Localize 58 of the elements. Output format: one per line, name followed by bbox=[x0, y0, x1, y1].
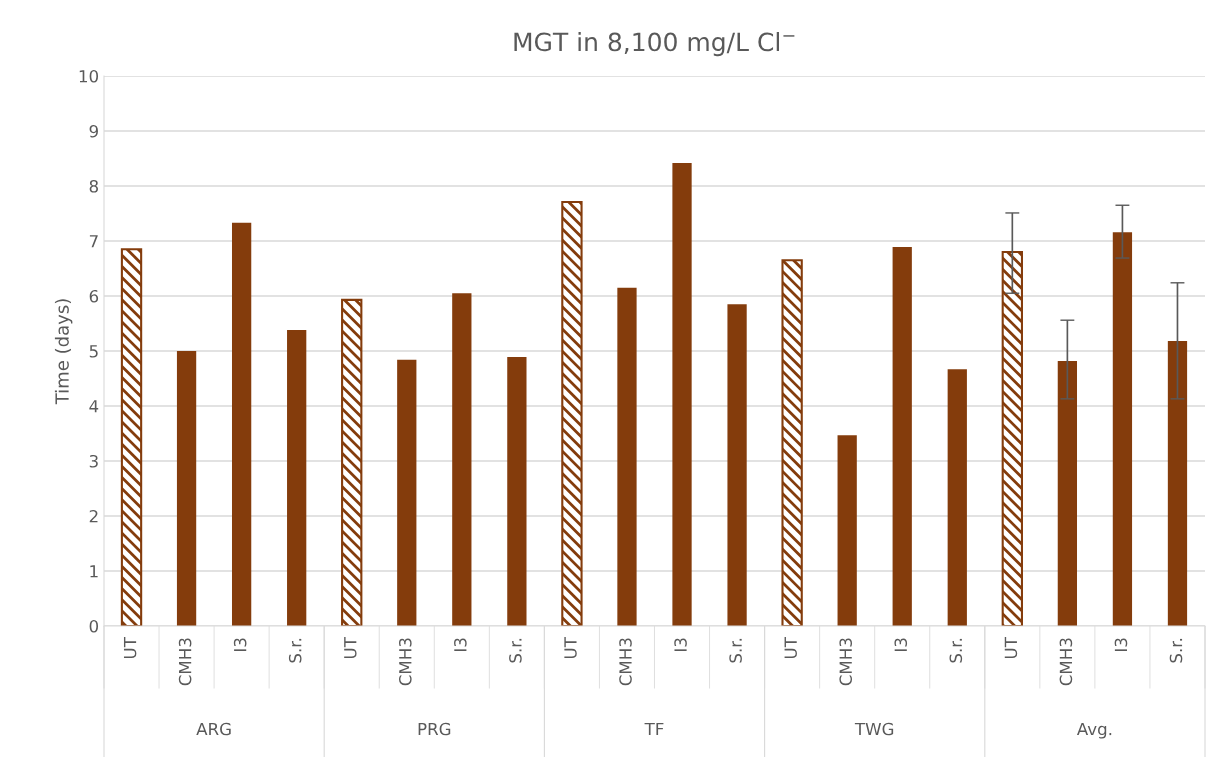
bar bbox=[617, 287, 637, 626]
bar bbox=[1112, 232, 1133, 626]
y-tick-label: 10 bbox=[79, 69, 99, 83]
text: TWG bbox=[854, 722, 894, 736]
x-tick-label: CMH3 bbox=[399, 638, 412, 686]
bar bbox=[1057, 360, 1078, 626]
y-tick-label: 2 bbox=[89, 509, 98, 523]
y-tick-label: 3 bbox=[89, 454, 98, 468]
y-tick-label: 5 bbox=[89, 345, 98, 358]
y-axis-title: Time (days) bbox=[54, 299, 73, 405]
x-tick-label: UT bbox=[1004, 637, 1018, 659]
x-tick-label: S.r. bbox=[288, 638, 302, 663]
bar bbox=[781, 259, 803, 626]
x-tick-label: CMH3 bbox=[839, 638, 853, 686]
bar bbox=[176, 351, 197, 626]
bar bbox=[672, 162, 692, 626]
x-tick-label: CMH3 bbox=[178, 638, 192, 686]
x-tick-label: S.r. bbox=[509, 638, 522, 663]
y-tick-label: 7 bbox=[89, 235, 98, 248]
x-tick-label: UT bbox=[344, 637, 357, 659]
x-tick-label: UT bbox=[123, 637, 137, 659]
x-tick-label: S.r. bbox=[1169, 638, 1183, 663]
x-tick-label: I3 bbox=[894, 638, 908, 651]
bar bbox=[287, 330, 307, 626]
bar bbox=[231, 222, 252, 626]
y-tick-label: 1 bbox=[90, 565, 98, 578]
bar bbox=[892, 247, 912, 626]
text: TF bbox=[644, 722, 664, 736]
x-tick-label: I3 bbox=[674, 638, 687, 651]
y-tick-label: 0 bbox=[89, 619, 99, 633]
x-tick-label: I3 bbox=[233, 638, 247, 651]
x-tick-label: CMH3 bbox=[1059, 638, 1073, 686]
bar bbox=[947, 369, 967, 626]
x-tick-label: UT bbox=[784, 637, 797, 659]
x-tick-label: S.r. bbox=[729, 638, 742, 663]
y-tick-label: 9 bbox=[89, 124, 98, 138]
chart-title: MGT in 8,100 mg/L Cl$^{−}$ bbox=[514, 32, 795, 57]
x-tick-label: S.r. bbox=[949, 638, 963, 663]
y-tick-label: 6 bbox=[89, 289, 99, 303]
y-tick-label: 4 bbox=[89, 400, 99, 413]
bar bbox=[341, 298, 363, 626]
x-tick-label: CMH3 bbox=[619, 638, 632, 686]
bar bbox=[120, 248, 143, 626]
y-tick-label: 8 bbox=[89, 179, 98, 193]
text: ARG bbox=[196, 722, 231, 736]
x-tick-label: I3 bbox=[1114, 638, 1128, 651]
x-tick-label: UT bbox=[564, 637, 577, 659]
bar bbox=[1001, 250, 1023, 626]
bar bbox=[397, 359, 417, 626]
bar bbox=[1167, 341, 1188, 626]
x-tick-label: I3 bbox=[454, 638, 467, 651]
bar bbox=[837, 435, 857, 626]
bar bbox=[452, 293, 472, 626]
bar bbox=[507, 357, 527, 626]
text: PRG bbox=[418, 722, 451, 736]
text: Avg. bbox=[1076, 722, 1112, 739]
bar bbox=[727, 304, 747, 626]
bar bbox=[561, 200, 583, 626]
